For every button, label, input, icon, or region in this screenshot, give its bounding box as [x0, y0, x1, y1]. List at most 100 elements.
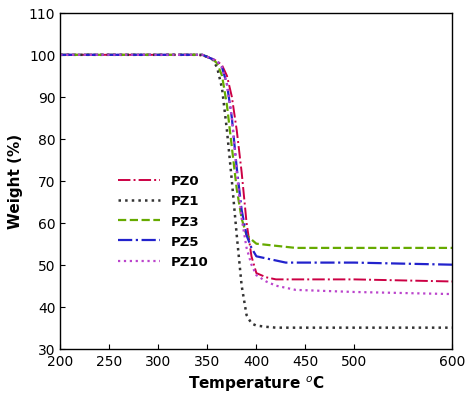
PZ3	[214, 62, 220, 67]
PZ5	[293, 261, 299, 265]
PZ10	[254, 273, 259, 278]
Line: PZ10: PZ10	[60, 56, 453, 294]
Legend: PZ0, PZ1, PZ3, PZ5, PZ10: PZ0, PZ1, PZ3, PZ5, PZ10	[118, 175, 209, 269]
PZ3	[57, 53, 63, 58]
PZ3	[229, 146, 235, 150]
PZ5	[214, 59, 220, 64]
PZ3	[244, 233, 249, 238]
PZ1	[214, 66, 220, 71]
PZ3	[210, 57, 215, 62]
Y-axis label: Weight (%): Weight (%)	[9, 134, 23, 229]
PZ5	[244, 233, 249, 238]
PZ3	[195, 53, 201, 58]
PZ1	[249, 321, 255, 326]
PZ3	[352, 246, 357, 251]
PZ5	[239, 208, 245, 213]
X-axis label: Temperature $^{o}$C: Temperature $^{o}$C	[188, 373, 325, 393]
PZ10	[264, 279, 269, 284]
PZ5	[210, 57, 215, 62]
PZ5	[204, 55, 210, 60]
PZ5	[229, 116, 235, 121]
PZ3	[219, 74, 225, 79]
PZ1	[273, 326, 279, 330]
PZ10	[214, 59, 220, 64]
PZ0	[239, 170, 245, 175]
PZ5	[224, 83, 230, 87]
PZ0	[244, 221, 249, 226]
PZ0	[450, 279, 456, 284]
PZ1	[224, 129, 230, 134]
PZ3	[204, 55, 210, 60]
PZ3	[234, 187, 239, 192]
PZ0	[219, 64, 225, 69]
PZ0	[254, 271, 259, 276]
PZ3	[200, 53, 205, 58]
PZ0	[224, 74, 230, 79]
PZ10	[200, 53, 205, 58]
PZ5	[352, 261, 357, 265]
PZ10	[239, 217, 245, 221]
PZ10	[273, 284, 279, 288]
PZ1	[204, 55, 210, 60]
PZ5	[249, 246, 255, 251]
PZ5	[450, 263, 456, 267]
PZ1	[219, 87, 225, 91]
PZ5	[273, 258, 279, 263]
PZ10	[234, 170, 239, 175]
Line: PZ1: PZ1	[60, 56, 453, 328]
PZ1	[293, 326, 299, 330]
PZ1	[352, 326, 357, 330]
PZ3	[254, 242, 259, 247]
PZ1	[244, 313, 249, 318]
PZ10	[195, 53, 201, 58]
PZ5	[219, 66, 225, 71]
PZ5	[234, 166, 239, 171]
PZ5	[283, 261, 289, 265]
PZ10	[224, 83, 230, 87]
PZ1	[234, 233, 239, 238]
PZ10	[229, 116, 235, 121]
PZ1	[200, 53, 205, 58]
PZ0	[195, 53, 201, 58]
PZ1	[254, 323, 259, 328]
PZ1	[239, 284, 245, 288]
Line: PZ3: PZ3	[60, 56, 453, 248]
PZ0	[293, 277, 299, 282]
PZ0	[210, 57, 215, 62]
PZ3	[450, 246, 456, 251]
PZ10	[244, 246, 249, 251]
PZ0	[273, 277, 279, 282]
PZ10	[352, 290, 357, 295]
PZ0	[204, 55, 210, 60]
PZ10	[219, 66, 225, 71]
PZ1	[210, 57, 215, 62]
Line: PZ0: PZ0	[60, 56, 453, 282]
PZ10	[293, 288, 299, 293]
PZ3	[224, 103, 230, 108]
PZ5	[200, 53, 205, 58]
PZ1	[264, 324, 269, 329]
PZ10	[204, 55, 210, 60]
PZ1	[57, 53, 63, 58]
PZ1	[195, 53, 201, 58]
PZ0	[264, 275, 269, 280]
PZ3	[239, 217, 245, 221]
Line: PZ5: PZ5	[60, 56, 453, 265]
PZ1	[229, 179, 235, 184]
PZ0	[214, 59, 220, 64]
PZ0	[249, 254, 255, 259]
PZ10	[57, 53, 63, 58]
PZ5	[57, 53, 63, 58]
PZ5	[254, 254, 259, 259]
PZ0	[57, 53, 63, 58]
PZ5	[195, 53, 201, 58]
PZ0	[352, 277, 357, 282]
PZ0	[229, 95, 235, 100]
PZ3	[273, 244, 279, 249]
PZ10	[450, 292, 456, 297]
PZ10	[249, 263, 255, 267]
PZ10	[210, 57, 215, 62]
PZ3	[293, 246, 299, 251]
PZ0	[234, 129, 239, 134]
PZ1	[450, 326, 456, 330]
